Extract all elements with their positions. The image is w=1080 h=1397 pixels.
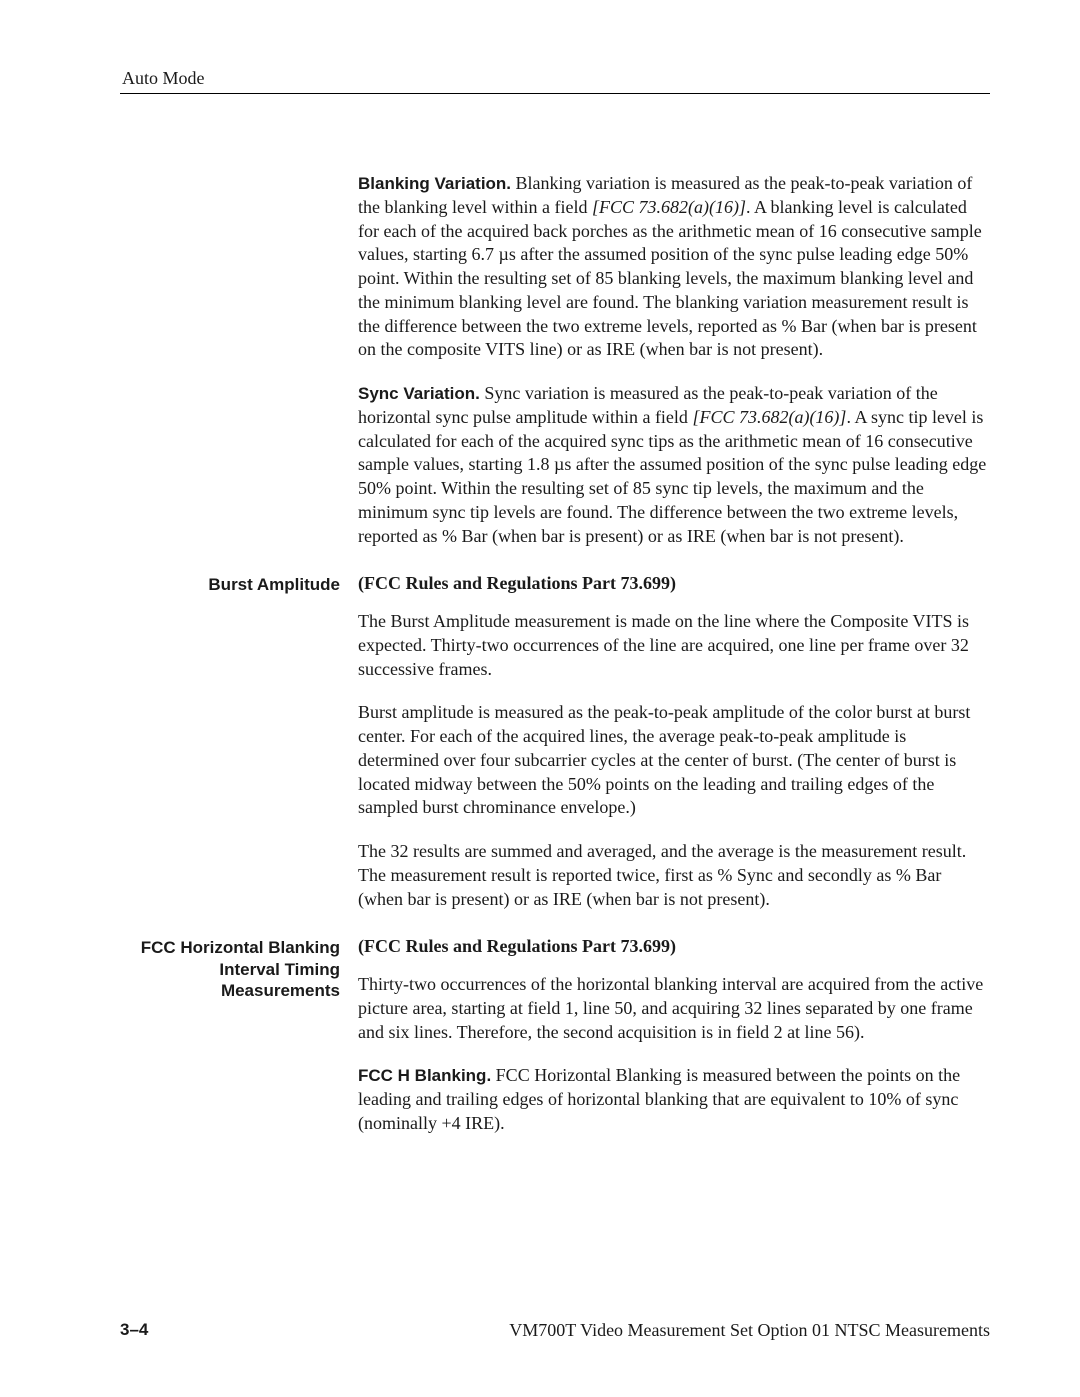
para-blanking-variation: Blanking Variation. Blanking variation i… xyxy=(358,172,990,362)
inline-heading: Blanking Variation. xyxy=(358,174,511,193)
section-burst-amplitude: Burst Amplitude (FCC Rules and Regulatio… xyxy=(120,572,990,931)
inline-heading: Sync Variation. xyxy=(358,384,480,403)
fcc-ref: [FCC 73.682(a)(16)] xyxy=(692,407,846,427)
side-empty xyxy=(120,172,340,568)
fcc-ref: [FCC 73.682(a)(16)] xyxy=(592,197,746,217)
page-number: 3–4 xyxy=(120,1320,148,1341)
inline-heading: FCC H Blanking. xyxy=(358,1066,491,1085)
para-sync-variation: Sync Variation. Sync variation is measur… xyxy=(358,382,990,548)
section-title: (FCC Rules and Regulations Part 73.699) xyxy=(358,572,990,596)
para: The Burst Amplitude measurement is made … xyxy=(358,610,990,681)
footer-title: VM700T Video Measurement Set Option 01 N… xyxy=(509,1320,990,1341)
section-blanking-variation: Blanking Variation. Blanking variation i… xyxy=(120,172,990,568)
para: The 32 results are summed and averaged, … xyxy=(358,840,990,911)
para: Burst amplitude is measured as the peak-… xyxy=(358,701,990,820)
section-fcc-hbi: FCC Horizontal Blanking Interval Timing … xyxy=(120,935,990,1155)
text: . A blanking level is calculated for eac… xyxy=(358,197,982,360)
para-fcc-h-blanking: FCC H Blanking. FCC Horizontal Blanking … xyxy=(358,1064,990,1135)
side-heading-burst-amplitude: Burst Amplitude xyxy=(120,572,340,931)
header-rule xyxy=(120,93,990,94)
section-title: (FCC Rules and Regulations Part 73.699) xyxy=(358,935,990,959)
text: . A sync tip level is calculated for eac… xyxy=(358,407,986,546)
side-heading-fcc-hbi: FCC Horizontal Blanking Interval Timing … xyxy=(120,935,340,1155)
page-footer: 3–4 VM700T Video Measurement Set Option … xyxy=(120,1320,990,1341)
para: Thirty-two occurrences of the horizontal… xyxy=(358,973,990,1044)
page-header: Auto Mode xyxy=(120,68,990,89)
